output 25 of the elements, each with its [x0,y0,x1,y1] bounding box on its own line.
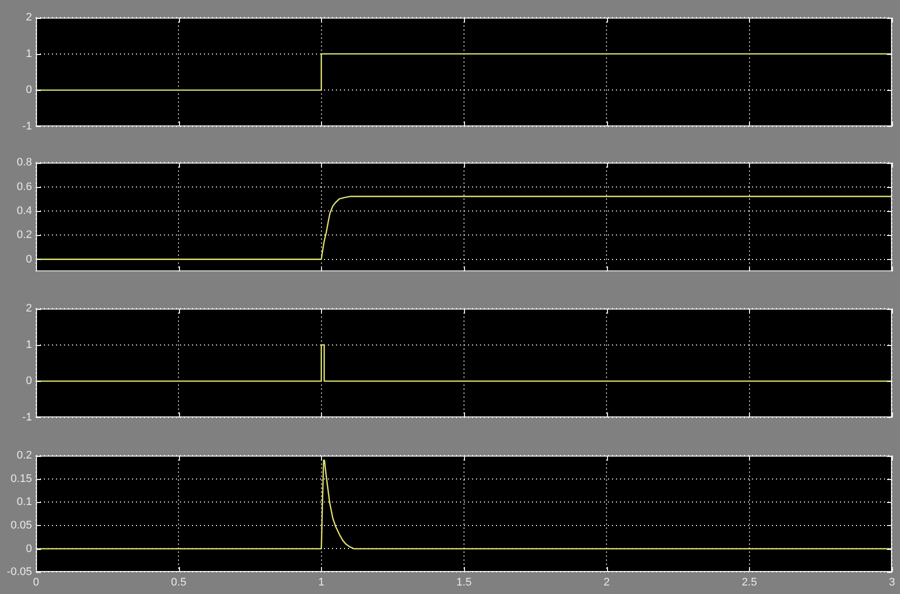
y-tick-label: 0.1 [16,496,32,508]
y-tick-label: 0 [26,542,32,555]
x-tick-label: 2.5 [742,576,757,589]
y-tick-label: 0.6 [16,180,32,193]
y-tick-label: 1 [26,48,32,60]
y-tick-label: 0.05 [10,519,32,532]
y-tick-label: 1 [26,338,32,351]
y-tick-label: -1 [22,411,32,424]
y-tick-label: 0.8 [16,156,32,169]
y-tick-label: 0.2 [16,229,32,242]
y-tick-label: -0.05 [6,566,32,578]
y-tick-label: 0.4 [16,204,32,217]
y-tick-label: 0 [26,253,32,266]
x-tick-label: 3 [888,576,896,589]
x-tick-label: 0.5 [171,576,186,589]
y-tick-label: 2 [26,302,32,315]
y-tick-label: 0 [26,84,32,96]
y-tick-label: 2 [26,12,32,24]
x-tick-label: 2 [604,576,610,589]
y-tick-label: -1 [22,120,32,132]
y-tick-label: 0 [26,375,32,388]
x-tick-label: 1.5 [456,576,472,589]
x-tick-label: 1 [318,576,324,589]
y-tick-label: 0.15 [10,472,32,485]
y-tick-label: 0.2 [16,450,32,462]
